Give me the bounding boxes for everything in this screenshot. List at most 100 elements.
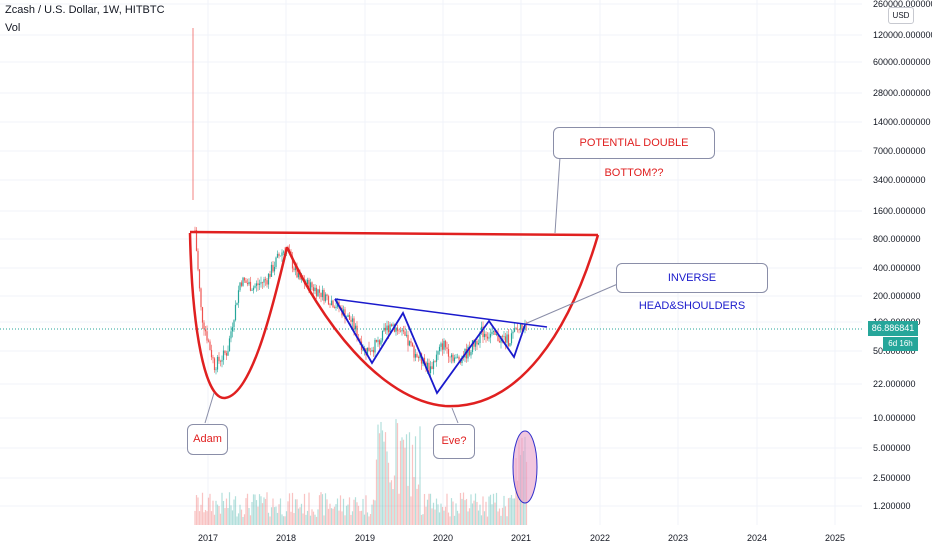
neckline-red[interactable] bbox=[189, 230, 599, 237]
volume-bar bbox=[333, 506, 336, 525]
candle-body bbox=[434, 361, 436, 362]
candle-body bbox=[327, 296, 330, 305]
volume-bar bbox=[401, 437, 403, 525]
time-tick-label: 2022 bbox=[590, 533, 610, 543]
inverse-hs-pattern[interactable] bbox=[334, 298, 526, 395]
price-tick-label: 2.500000 bbox=[873, 473, 911, 483]
volume-bar bbox=[492, 493, 495, 525]
candle-body bbox=[333, 307, 336, 309]
candle-body bbox=[452, 354, 454, 362]
double-bottom-callout[interactable]: POTENTIAL DOUBLE BOTTOM?? bbox=[553, 127, 715, 179]
candle-body bbox=[413, 346, 415, 358]
candle-body bbox=[450, 354, 453, 358]
volume-bar bbox=[477, 510, 480, 525]
candle-body bbox=[441, 343, 444, 350]
candle-body bbox=[308, 279, 310, 291]
currency-button[interactable]: USD bbox=[888, 7, 914, 24]
candle-body bbox=[366, 347, 369, 356]
price-axis[interactable]: 260000.000000 120000.000000 60000.000000 28… bbox=[873, 0, 932, 511]
candle-body bbox=[449, 356, 451, 358]
candle-body bbox=[273, 266, 276, 272]
ihs-neckline[interactable] bbox=[334, 298, 548, 328]
volume-bar bbox=[272, 498, 274, 525]
candle-body bbox=[224, 350, 226, 354]
candle-body bbox=[270, 264, 273, 277]
eve-curve[interactable] bbox=[285, 234, 600, 408]
volume-bar bbox=[255, 500, 258, 525]
candle-body bbox=[209, 341, 211, 350]
volume-bar bbox=[242, 516, 244, 525]
candle-body bbox=[218, 356, 220, 362]
volume-bar bbox=[347, 504, 349, 525]
volume-bar bbox=[317, 509, 319, 525]
volume-bar bbox=[386, 451, 388, 525]
volume-bar bbox=[369, 514, 372, 525]
volume-highlight-ellipse[interactable] bbox=[512, 430, 538, 504]
candle-body bbox=[216, 356, 219, 370]
volume-bar bbox=[266, 492, 268, 525]
candle-body bbox=[323, 289, 325, 301]
candle-body bbox=[200, 288, 202, 308]
candle-body bbox=[348, 315, 351, 320]
candle-body bbox=[453, 357, 456, 362]
candle-body bbox=[477, 343, 480, 345]
candle-body bbox=[306, 279, 309, 285]
volume-bar bbox=[260, 496, 262, 525]
time-axis[interactable]: 2017 2018 2019 2020 2021 2022 2023 2024 2025 bbox=[198, 533, 845, 543]
volume-bar bbox=[365, 495, 367, 525]
volume-bar bbox=[245, 498, 247, 525]
volume-bar bbox=[395, 419, 397, 525]
volume-bar bbox=[426, 499, 429, 525]
candle-body bbox=[509, 343, 511, 346]
adam-callout[interactable]: Adam bbox=[187, 424, 228, 455]
candle-body bbox=[443, 340, 445, 350]
volume-bar bbox=[338, 510, 340, 525]
candle-body bbox=[219, 361, 222, 362]
volume-bar bbox=[246, 493, 249, 525]
price-tick-label: 50.000000 bbox=[873, 346, 916, 356]
candle-body bbox=[431, 366, 433, 370]
volume-bar bbox=[212, 500, 214, 525]
candle-body bbox=[330, 300, 333, 306]
volume-bar bbox=[486, 516, 489, 525]
candle-body bbox=[419, 353, 421, 359]
volume-bar bbox=[231, 510, 234, 525]
price-tick-label: 400.000000 bbox=[873, 263, 921, 273]
volume-bar bbox=[284, 516, 286, 525]
volume-bar bbox=[291, 492, 294, 525]
candle-body bbox=[275, 257, 277, 267]
ihs-pointer bbox=[526, 282, 621, 324]
volume-bar bbox=[453, 515, 456, 525]
volume-bar bbox=[330, 508, 333, 525]
candle-body bbox=[248, 281, 250, 285]
time-tick-label: 2017 bbox=[198, 533, 218, 543]
volume-bar bbox=[455, 503, 457, 525]
volume-bar bbox=[429, 493, 432, 525]
adam-curve[interactable] bbox=[188, 232, 289, 400]
volume-bar bbox=[219, 513, 222, 525]
candle-body bbox=[326, 294, 328, 297]
volume-bar bbox=[234, 496, 237, 525]
candle-body bbox=[282, 251, 285, 253]
candle-body bbox=[221, 359, 223, 362]
eve-callout[interactable]: Eve? bbox=[433, 424, 475, 459]
candle-body bbox=[213, 358, 216, 370]
volume-bar bbox=[230, 505, 232, 525]
candle-body bbox=[317, 289, 319, 297]
volume-bar bbox=[405, 434, 408, 525]
volume-bar bbox=[479, 504, 481, 525]
candle-body bbox=[351, 318, 354, 322]
volume-bar bbox=[393, 475, 396, 525]
inverse-hs-callout[interactable]: INVERSE HEAD&SHOULDERS bbox=[616, 263, 768, 312]
volume-bar bbox=[437, 504, 439, 525]
candle-body bbox=[455, 356, 457, 358]
volume-bar bbox=[414, 436, 417, 525]
volume-bar bbox=[503, 495, 505, 525]
candle-body bbox=[375, 339, 378, 342]
volume-bar bbox=[354, 497, 357, 525]
volume-bar bbox=[507, 498, 510, 525]
volume-bar bbox=[257, 506, 259, 525]
candle-body bbox=[488, 337, 490, 339]
volume-bar bbox=[300, 503, 303, 525]
